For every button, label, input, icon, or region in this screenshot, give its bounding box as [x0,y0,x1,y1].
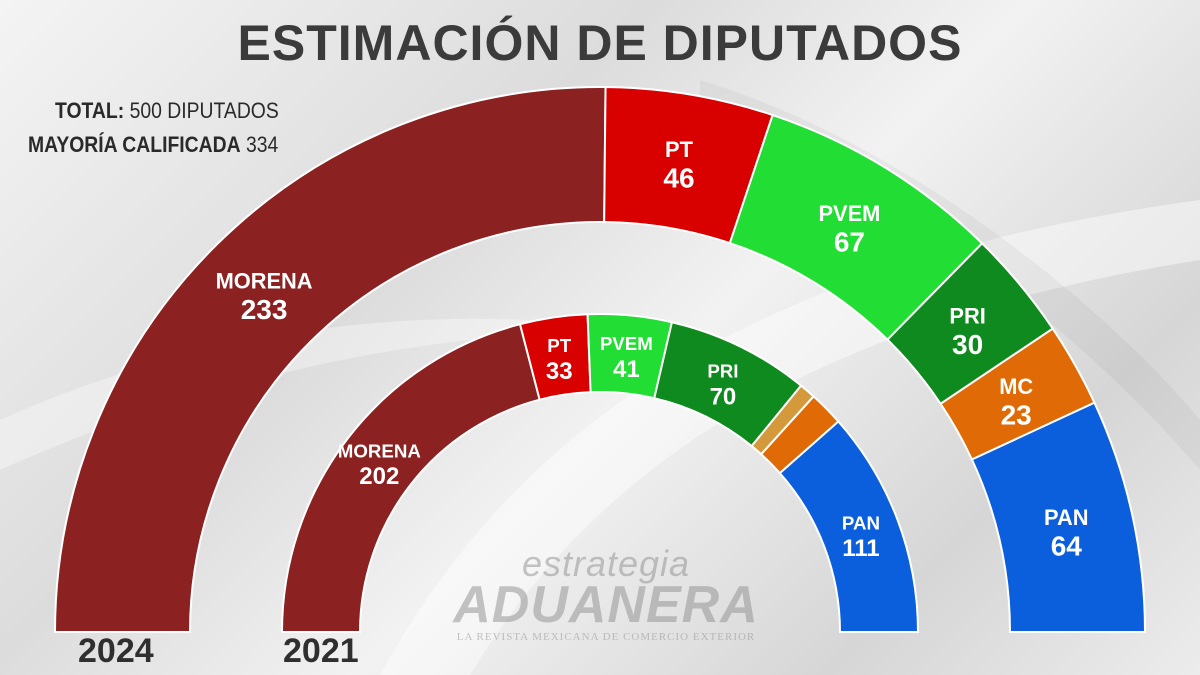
seat-value-label-2024-pri: 30 [952,329,983,360]
seat-segment-2021-morena [280,322,541,633]
seat-value-label-2024-mc: 23 [1001,400,1032,431]
majority-info: MAYORÍA CALIFICADA 334 [28,132,278,158]
seat-party-label-2024-pvem: PVEM [818,201,880,226]
total-value: 500 DIPUTADOS [129,98,279,123]
total-label: TOTAL: [55,98,125,123]
year-label-2024: 2024 [78,632,154,670]
seat-value-label-2024-morena: 233 [241,294,288,325]
seat-value-label-2024-pan: 64 [1051,531,1083,562]
chart-title: ESTIMACIÓN DE DIPUTADOS [237,15,963,71]
seat-party-label-2021-pvem: PVEM [600,333,653,354]
seat-value-label-2021-pvem: 41 [613,356,640,383]
seat-value-label-2024-pvem: 67 [834,226,865,257]
seat-value-label-2024-pt: 46 [663,163,694,194]
seat-segment-2021-pan [778,420,920,633]
total-info: TOTAL: 500 DIPUTADOS [55,98,279,124]
seat-value-label-2021-pt: 33 [546,358,573,385]
majority-label: MAYORÍA CALIFICADA [28,132,241,157]
seat-value-label-2021-morena: 202 [359,463,399,490]
seat-segment-2024-morena [53,86,607,633]
seat-party-label-2021-pan: PAN [842,512,880,533]
seat-party-label-2024-mc: MC [999,374,1033,399]
year-label-2021: 2021 [283,632,359,670]
seat-value-label-2021-pan: 111 [842,535,879,562]
seat-segment-2024-pan [970,401,1147,633]
seat-party-label-2021-morena: MORENA [338,440,422,461]
seat-party-label-2024-morena: MORENA [216,269,313,294]
seat-value-label-2021-pri: 70 [710,383,737,410]
seat-party-label-2024-pt: PT [665,137,694,162]
seat-party-label-2024-pri: PRI [949,303,985,328]
seat-party-label-2021-pri: PRI [707,361,738,382]
majority-value: 334 [245,132,279,157]
seat-party-label-2021-pt: PT [547,335,571,356]
seat-party-label-2024-pan: PAN [1044,505,1088,530]
